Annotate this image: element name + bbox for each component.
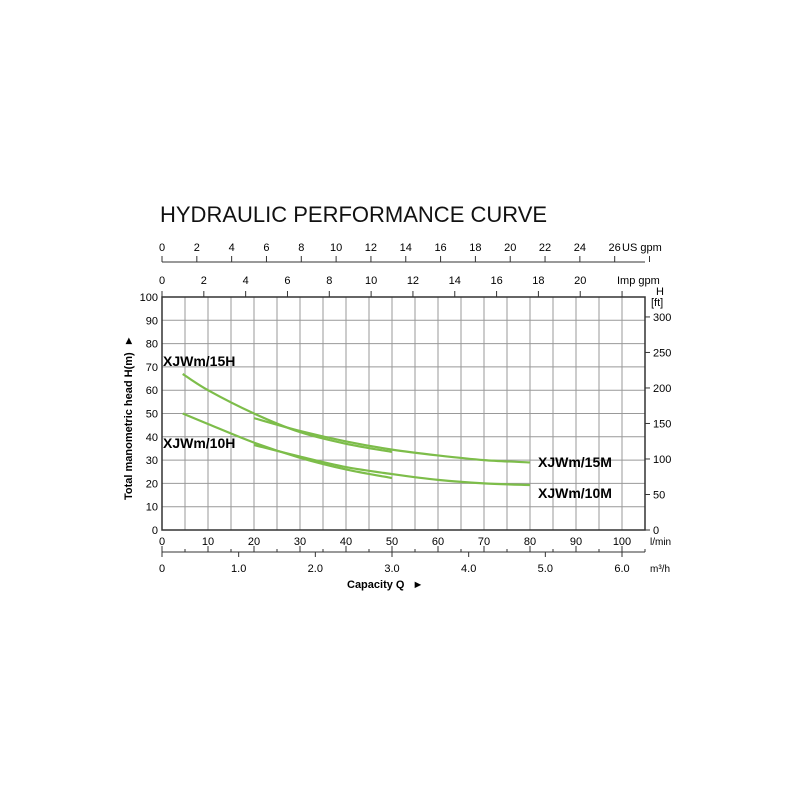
x-unit-m3h: m³/h [650, 564, 670, 575]
impgpm-unit: Imp gpm [617, 275, 660, 287]
label-10H: XJWm/10H [163, 435, 235, 451]
usgpm-tick-label: 4 [229, 242, 235, 254]
x-tick-label-lmin: 50 [386, 536, 398, 548]
x-unit-lmin: l/min [650, 537, 671, 548]
y-right-tick-label: 100 [653, 454, 671, 466]
usgpm-tick-label: 16 [434, 242, 446, 254]
impgpm-tick-label: 10 [365, 275, 377, 287]
y-tick-label: 60 [146, 385, 158, 397]
usgpm-tick-label: 12 [365, 242, 377, 254]
usgpm-unit: US gpm [622, 242, 662, 254]
x-tick-label-lmin: 90 [570, 536, 582, 548]
usgpm-tick-label: 2 [194, 242, 200, 254]
plot-frame [161, 296, 646, 531]
y-tick-label: 0 [152, 525, 158, 537]
impgpm-tick-label: 2 [201, 275, 207, 287]
y-right-tick-label: 150 [653, 418, 671, 430]
y-tick-label: 100 [140, 292, 158, 304]
impgpm-tick-label: 0 [159, 275, 165, 287]
curve-xjwm-15m [253, 417, 531, 464]
usgpm-tick-label: 14 [400, 242, 412, 254]
impgpm-tick-label: 18 [532, 275, 544, 287]
usgpm-tick-label: 26 [609, 242, 621, 254]
x-tick-label-lmin: 40 [340, 536, 352, 548]
usgpm-tick-label: 22 [539, 242, 551, 254]
y-right-tick-label: 300 [653, 312, 671, 324]
impgpm-tick-label: 14 [449, 275, 461, 287]
right-axis-label-ft: [ft] [651, 297, 663, 309]
usgpm-tick-label: 24 [574, 242, 586, 254]
usgpm-tick-label: 10 [330, 242, 342, 254]
impgpm-tick-label: 4 [243, 275, 249, 287]
x-tick-label-lmin: 0 [159, 536, 165, 548]
y-axis-label: Total manometric head H(m)► [123, 335, 135, 500]
x-tick-label-m3h: 2.0 [308, 563, 323, 575]
curve-xjwm-10m [253, 443, 531, 487]
x-tick-label-m3h: 4.0 [461, 563, 476, 575]
y-right-tick-label: 0 [653, 525, 659, 537]
impgpm-tick-label: 16 [490, 275, 502, 287]
y-tick-label: 80 [146, 339, 158, 351]
x-tick-label-m3h: 1.0 [231, 563, 246, 575]
x-tick-label-lmin: 20 [248, 536, 260, 548]
label-15H: XJWm/15H [163, 353, 235, 369]
x-axis-label: Capacity Q ► [347, 579, 423, 591]
usgpm-tick-label: 18 [469, 242, 481, 254]
usgpm-tick-label: 0 [159, 242, 165, 254]
y-right-tick-label: 250 [653, 347, 671, 359]
x-tick-label-m3h: 0 [159, 563, 165, 575]
y-right-tick-label: 200 [653, 383, 671, 395]
y-right-tick-label: 50 [653, 489, 665, 501]
y-tick-label: 70 [146, 362, 158, 374]
y-tick-label: 20 [146, 478, 158, 490]
y-tick-label: 10 [146, 502, 158, 514]
x-tick-label-lmin: 10 [202, 536, 214, 548]
x-tick-label-lmin: 60 [432, 536, 444, 548]
right-axis-label-h: H [656, 286, 664, 298]
impgpm-tick-label: 12 [407, 275, 419, 287]
usgpm-tick-label: 20 [504, 242, 516, 254]
y-tick-label: 50 [146, 409, 158, 421]
x-tick-label-lmin: 100 [613, 536, 631, 548]
y-tick-label: 40 [146, 432, 158, 444]
impgpm-tick-label: 20 [574, 275, 586, 287]
x-tick-label-lmin: 30 [294, 536, 306, 548]
usgpm-tick-label: 8 [298, 242, 304, 254]
x-tick-label-m3h: 3.0 [384, 563, 399, 575]
impgpm-tick-label: 8 [326, 275, 332, 287]
impgpm-tick-label: 6 [284, 275, 290, 287]
curve-xjwm-15h [182, 372, 393, 454]
label-10M: XJWm/10M [538, 485, 612, 501]
usgpm-tick-label: 6 [263, 242, 269, 254]
x-tick-label-m3h: 6.0 [614, 563, 629, 575]
chart-title: HYDRAULIC PERFORMANCE CURVE [160, 202, 547, 227]
label-15M: XJWm/15M [538, 454, 612, 470]
x-tick-label-m3h: 5.0 [538, 563, 553, 575]
x-tick-label-lmin: 70 [478, 536, 490, 548]
y-tick-label: 90 [146, 315, 158, 327]
y-tick-label: 30 [146, 455, 158, 467]
x-tick-label-lmin: 80 [524, 536, 536, 548]
